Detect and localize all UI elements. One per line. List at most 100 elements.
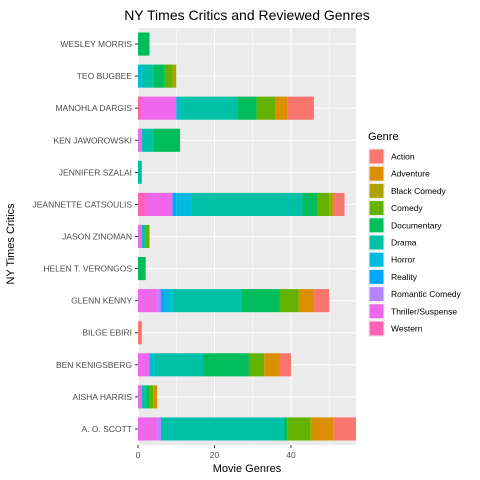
bar-segment-aisha-harris-comedy	[149, 385, 154, 409]
bar-segment-manohla-dargis-horror	[176, 96, 181, 120]
y-tick-label: KEN JAWOROWSKI	[53, 135, 132, 145]
bar-segment-manohla-dargis-documentary	[237, 96, 257, 120]
y-tick-label: BILGE EBIRI	[82, 328, 132, 338]
y-tick-label: GLENN KENNY	[71, 296, 132, 306]
y-tick-label: JASON ZINOMAN	[62, 232, 132, 242]
legend-label-reality: Reality	[391, 272, 418, 282]
legend-label-thriller-suspense: Thriller/Suspense	[391, 306, 457, 316]
bar-segment-aisha-harris-drama	[141, 385, 146, 409]
bar-segment-aisha-harris-adventure	[153, 385, 158, 409]
bar-segment-ben-kenigsberg-thriller-suspense	[138, 353, 150, 377]
bar-segment-bilge-ebiri-action	[138, 321, 142, 345]
y-axis-ticks: WESLEY MORRIS TEO BUGBEE MANOHLA DARGIS KEN…	[33, 39, 138, 434]
y-tick-label: BEN KENIGSBERG	[56, 360, 132, 370]
bar-segment-jeannette-catsoulis-thriller-suspense	[145, 192, 173, 216]
bar-segment-glenn-kenny-romantic-comedy	[157, 289, 161, 313]
bar-segment-wesley-morris-documentary	[138, 32, 150, 56]
legend-swatch-black-comedy	[369, 183, 384, 198]
y-tick-label: A. O. SCOTT	[81, 424, 132, 434]
bar-segment-jeannette-catsoulis-comedy	[317, 192, 330, 216]
bar-segment-teo-bugbee-black-comedy	[172, 64, 177, 88]
x-tick-label: 20	[210, 450, 220, 460]
legend-label-action: Action	[391, 152, 415, 162]
y-tick-label: TEO BUGBEE	[77, 71, 133, 81]
bar-segment-manohla-dargis-comedy	[256, 96, 276, 120]
legend-label-black-comedy: Black Comedy	[391, 186, 447, 196]
y-tick-label: MANOHLA DARGIS	[55, 103, 132, 113]
x-axis-title: Movie Genres	[213, 463, 282, 475]
x-axis-ticks: 0 20 40	[136, 445, 296, 460]
bar-segment-manohla-dargis-western	[138, 96, 142, 120]
bar-segment-a-o-scott-thriller-suspense	[138, 417, 158, 441]
bar-segment-teo-bugbee-documentary	[153, 64, 165, 88]
bar-segment-jeannette-catsoulis-action	[333, 192, 345, 216]
legend-swatch-documentary	[369, 218, 384, 233]
bar-segment-jeannette-catsoulis-western	[138, 192, 146, 216]
bar-segment-ben-kenigsberg-action	[279, 353, 291, 377]
legend-title: Genre	[368, 131, 399, 143]
legend-swatch-thriller-suspense	[369, 304, 384, 319]
y-tick-label: JENNIFER SZALAI	[59, 167, 132, 177]
legend-label-documentary: Documentary	[391, 220, 442, 230]
bar-segment-a-o-scott-documentary	[283, 417, 288, 441]
bar-segment-aisha-harris-thriller-suspense	[138, 385, 142, 409]
bar-segment-jeannette-catsoulis-drama	[191, 192, 303, 216]
legend-swatch-romantic-comedy	[369, 287, 384, 302]
legend-label-adventure: Adventure	[391, 169, 430, 179]
x-tick-label: 0	[136, 450, 141, 460]
bar-segment-helen-t-verongos-documentary	[138, 257, 146, 281]
bar-segment-manohla-dargis-thriller-suspense	[141, 96, 177, 120]
bar-segment-ben-kenigsberg-adventure	[264, 353, 280, 377]
x-tick-label: 40	[286, 450, 296, 460]
bar-segment-jason-zinoman-comedy	[145, 224, 150, 249]
bar-segment-teo-bugbee-horror	[138, 64, 142, 88]
legend-label-western: Western	[391, 324, 423, 334]
y-tick-label: AISHA HARRIS	[72, 392, 132, 402]
chart-title: NY Times Critics and Reviewed Genres	[124, 7, 370, 23]
legend: Genre Action Adventure Black Comedy Comedy D…	[368, 131, 462, 337]
legend-swatch-adventure	[369, 166, 384, 181]
bar-segment-glenn-kenny-horror	[164, 289, 173, 313]
plot-panel	[137, 28, 356, 445]
bar-segment-glenn-kenny-adventure	[298, 289, 314, 313]
bar-segment-ken-jaworowski-documentary	[153, 128, 181, 152]
bar-segment-jason-zinoman-thriller-suspense	[138, 224, 142, 249]
bar-segment-manohla-dargis-drama	[180, 96, 238, 120]
bar-segment-glenn-kenny-action	[313, 289, 330, 313]
legend-swatch-drama	[369, 235, 384, 250]
legend-swatch-western	[369, 321, 384, 336]
bar-segment-glenn-kenny-documentary	[241, 289, 280, 313]
bar-segment-ken-jaworowski-thriller-suspense	[138, 128, 142, 152]
bar-segment-a-o-scott-black-comedy	[310, 417, 314, 441]
bar-segment-ben-kenigsberg-horror	[149, 353, 154, 377]
legend-label-comedy: Comedy	[391, 203, 423, 213]
bar-segment-glenn-kenny-comedy	[279, 289, 299, 313]
bar-segment-jason-zinoman-drama	[141, 224, 146, 249]
legend-swatch-action	[369, 149, 384, 164]
bar-segment-teo-bugbee-comedy	[164, 64, 173, 88]
legend-label-romantic-comedy: Romantic Comedy	[391, 289, 462, 299]
bar-segment-ben-kenigsberg-drama	[153, 353, 204, 377]
bar-segment-jeannette-catsoulis-reality	[172, 192, 177, 216]
bar-segment-jeannette-catsoulis-horror	[176, 192, 192, 216]
bar-segment-ken-jaworowski-drama	[141, 128, 154, 152]
bar-segment-a-o-scott-action	[333, 417, 356, 441]
bar-segment-glenn-kenny-thriller-suspense	[138, 289, 158, 313]
bar-segment-ben-kenigsberg-comedy	[248, 353, 265, 377]
y-axis-title: NY Times Critics	[5, 203, 17, 285]
bar-segment-a-o-scott-adventure	[313, 417, 334, 441]
bar-segment-jennifer-szalai-drama	[138, 160, 142, 184]
bar-segment-a-o-scott-romantic-comedy	[157, 417, 161, 441]
legend-swatch-reality	[369, 269, 384, 284]
legend-label-drama: Drama	[391, 238, 417, 248]
bar-segment-glenn-kenny-drama	[172, 289, 242, 313]
y-tick-label: JEANNETTE CATSOULIS	[33, 199, 133, 209]
bar-segment-a-o-scott-drama	[160, 417, 284, 441]
bar-segment-aisha-harris-documentary	[145, 385, 150, 409]
bar-segment-teo-bugbee-drama	[141, 64, 154, 88]
bar-segment-jeannette-catsoulis-documentary	[302, 192, 318, 216]
legend-swatch-horror	[369, 252, 384, 267]
y-tick-label: WESLEY MORRIS	[60, 39, 132, 49]
legend-swatch-comedy	[369, 201, 384, 216]
